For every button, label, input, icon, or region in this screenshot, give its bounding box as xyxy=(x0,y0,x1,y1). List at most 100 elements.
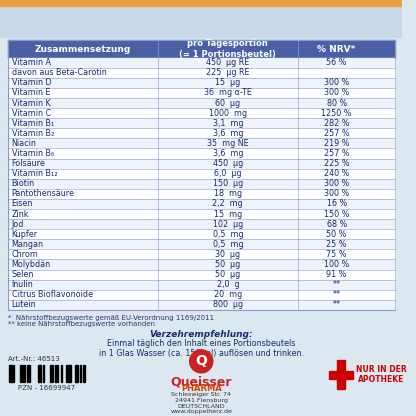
Text: 6,0  μg: 6,0 μg xyxy=(214,169,242,178)
Text: 15  mg: 15 mg xyxy=(214,210,242,218)
Text: 36  mg α-TE: 36 mg α-TE xyxy=(204,89,252,97)
Text: Pantothensäure: Pantothensäure xyxy=(12,189,74,198)
Bar xyxy=(8,189,395,199)
Bar xyxy=(8,260,395,270)
Text: **: ** xyxy=(333,290,341,299)
Bar xyxy=(52,365,53,382)
Text: PZN - 16699947: PZN - 16699947 xyxy=(18,385,75,391)
Text: Jod: Jod xyxy=(12,220,24,229)
Text: 450  μg RE: 450 μg RE xyxy=(206,58,250,67)
Bar xyxy=(8,239,395,249)
Text: Biotin: Biotin xyxy=(12,179,35,188)
Text: Vitamin A: Vitamin A xyxy=(12,58,51,67)
Bar xyxy=(337,360,345,389)
Text: Vitamin B₁: Vitamin B₁ xyxy=(12,119,54,128)
Text: 225 %: 225 % xyxy=(324,159,349,168)
Text: 56 %: 56 % xyxy=(327,58,347,67)
Text: 3,6  mg: 3,6 mg xyxy=(213,129,243,138)
Bar xyxy=(8,290,395,300)
Text: 35  mg NE: 35 mg NE xyxy=(207,139,249,148)
Text: **: ** xyxy=(333,280,341,289)
Bar xyxy=(329,371,353,379)
Bar xyxy=(8,58,395,68)
Text: Vitamin C: Vitamin C xyxy=(12,109,51,118)
Text: 225  μg RE: 225 μg RE xyxy=(206,68,250,77)
Text: 75 %: 75 % xyxy=(327,250,347,259)
Bar xyxy=(8,40,395,58)
Text: Vitamin K: Vitamin K xyxy=(12,99,50,108)
Bar xyxy=(74,365,76,382)
Bar xyxy=(0,0,402,6)
Text: Kupfer: Kupfer xyxy=(12,230,38,239)
Text: 300 %: 300 % xyxy=(324,89,349,97)
Text: Vitamin D: Vitamin D xyxy=(12,78,51,87)
Text: 25 %: 25 % xyxy=(327,240,347,249)
Bar xyxy=(67,365,69,382)
Bar xyxy=(13,365,14,382)
Bar xyxy=(57,365,58,382)
Text: NUR IN DER
APOTHEKE: NUR IN DER APOTHEKE xyxy=(356,365,407,384)
Bar xyxy=(40,365,41,382)
Bar xyxy=(8,229,395,239)
Text: ** keine Nährstoffbezugswerte vorhanden: ** keine Nährstoffbezugswerte vorhanden xyxy=(8,322,155,327)
Text: Selen: Selen xyxy=(12,270,34,279)
Bar xyxy=(8,139,395,149)
Text: Eisen: Eisen xyxy=(12,199,33,208)
Text: % NRV*: % NRV* xyxy=(317,45,356,54)
Text: 257 %: 257 % xyxy=(324,149,349,158)
Text: 50  μg: 50 μg xyxy=(215,270,240,279)
Bar xyxy=(20,365,21,382)
Bar xyxy=(69,365,71,382)
Text: 300 %: 300 % xyxy=(324,179,349,188)
Text: 91 %: 91 % xyxy=(327,270,347,279)
Text: Vitamin B₆: Vitamin B₆ xyxy=(12,149,54,158)
Text: Inulin: Inulin xyxy=(12,280,33,289)
Text: 60  μg: 60 μg xyxy=(215,99,240,108)
Text: Zusammensetzung: Zusammensetzung xyxy=(35,45,131,54)
Text: 15  μg: 15 μg xyxy=(215,78,240,87)
Bar xyxy=(22,365,23,382)
Text: 257 %: 257 % xyxy=(324,129,349,138)
Text: Vitamin E: Vitamin E xyxy=(12,89,50,97)
Bar xyxy=(8,300,395,310)
Text: 0,5  mg: 0,5 mg xyxy=(213,240,243,249)
Text: 50 %: 50 % xyxy=(327,230,347,239)
Text: pro Tagesportion
(= 1 Portionsbeutel): pro Tagesportion (= 1 Portionsbeutel) xyxy=(179,39,276,59)
Text: Folsäure: Folsäure xyxy=(12,159,45,168)
Text: 3,1  mg: 3,1 mg xyxy=(213,119,243,128)
Bar xyxy=(80,365,81,382)
Text: Q: Q xyxy=(195,354,207,368)
Text: 100 %: 100 % xyxy=(324,260,349,269)
Bar xyxy=(8,249,395,260)
Bar xyxy=(24,365,25,382)
Text: 219 %: 219 % xyxy=(324,139,349,148)
Circle shape xyxy=(190,350,213,373)
Bar xyxy=(8,280,395,290)
Text: 1250 %: 1250 % xyxy=(322,109,352,118)
Text: Molybdän: Molybdän xyxy=(12,260,51,269)
Text: Vitamin B₁₂: Vitamin B₁₂ xyxy=(12,169,57,178)
Bar xyxy=(8,68,395,78)
Text: 80 %: 80 % xyxy=(327,99,347,108)
Text: Mangan: Mangan xyxy=(12,240,44,249)
Text: *  Nährstoffbezugswerte gemäß EU-Verordnung 1169/2011: * Nährstoffbezugswerte gemäß EU-Verordnu… xyxy=(8,315,214,321)
Text: Einmal täglich den Inhalt eines Portionsbeutels
in 1 Glas Wasser (ca. 150 ml) au: Einmal täglich den Inhalt eines Portions… xyxy=(99,339,304,358)
Text: davon aus Beta-Carotin: davon aus Beta-Carotin xyxy=(12,68,106,77)
Text: Zink: Zink xyxy=(12,210,29,218)
Bar xyxy=(10,365,11,382)
Bar xyxy=(0,0,402,37)
Text: 300 %: 300 % xyxy=(324,78,349,87)
Bar xyxy=(8,168,395,179)
Text: 450  μg: 450 μg xyxy=(213,159,243,168)
Text: Art.-Nr.: 46513: Art.-Nr.: 46513 xyxy=(8,356,59,362)
Bar xyxy=(50,365,51,382)
Text: 0,5  mg: 0,5 mg xyxy=(213,230,243,239)
Bar xyxy=(8,128,395,139)
Text: 1000  mg: 1000 mg xyxy=(209,109,247,118)
Bar xyxy=(8,118,395,128)
Bar xyxy=(55,365,57,382)
Text: 150 %: 150 % xyxy=(324,210,349,218)
Bar xyxy=(60,365,62,382)
Text: 300 %: 300 % xyxy=(324,189,349,198)
Text: Verzehrempfehlung:: Verzehrempfehlung: xyxy=(149,330,253,339)
